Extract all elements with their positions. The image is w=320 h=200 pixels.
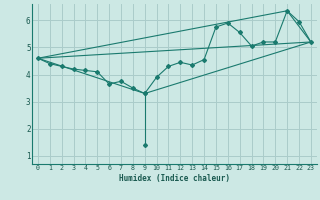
X-axis label: Humidex (Indice chaleur): Humidex (Indice chaleur) — [119, 174, 230, 183]
